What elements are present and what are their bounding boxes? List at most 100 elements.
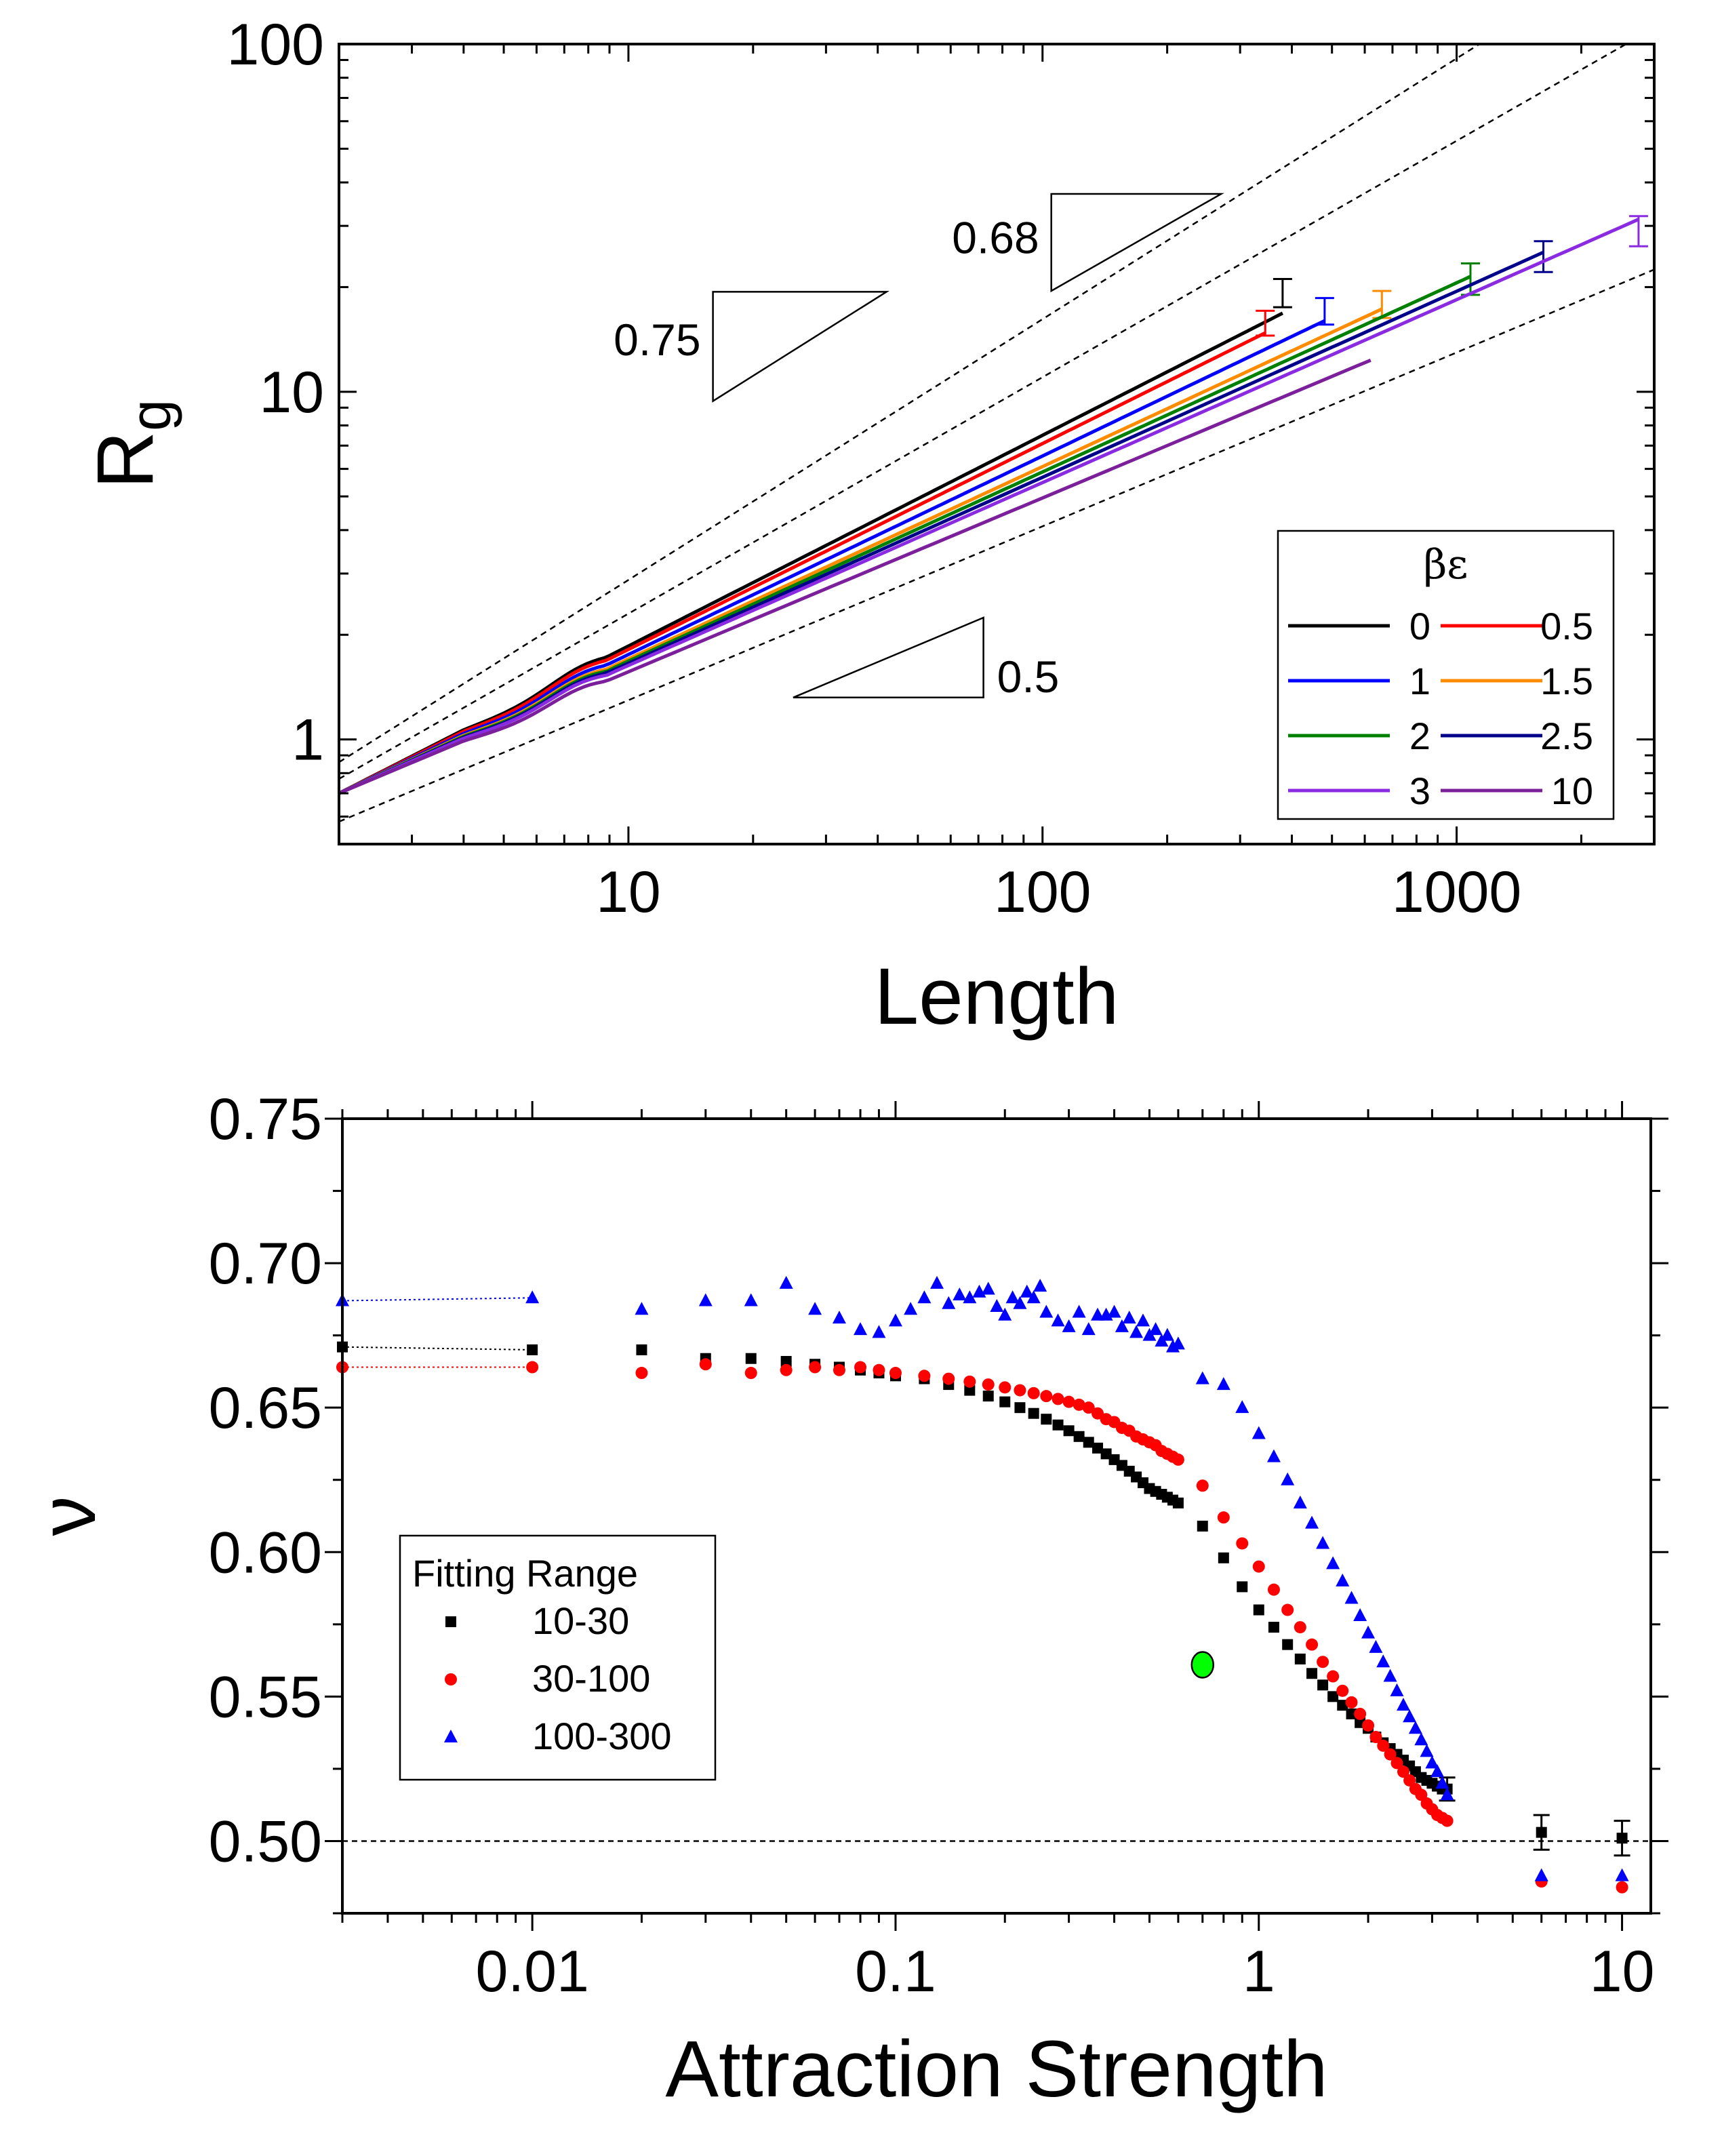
point-30-100-23 bbox=[1092, 1407, 1104, 1420]
point-10-30-22 bbox=[1083, 1437, 1094, 1448]
point-30-100-7 bbox=[833, 1363, 845, 1376]
point-100-300-12 bbox=[917, 1290, 932, 1304]
point-30-100-40 bbox=[1267, 1583, 1280, 1596]
point-30-100-12 bbox=[942, 1372, 955, 1385]
point-30-100-6 bbox=[809, 1361, 822, 1374]
point-100-300-11 bbox=[904, 1302, 918, 1315]
point-10-30-5 bbox=[780, 1355, 792, 1367]
point-30-100-51 bbox=[1377, 1739, 1390, 1752]
point-100-300-61 bbox=[1390, 1683, 1404, 1696]
point-30-100-54 bbox=[1397, 1765, 1409, 1778]
point-100-300-71 bbox=[1534, 1868, 1548, 1881]
point-100-300-48 bbox=[1266, 1449, 1281, 1462]
slope-triangle-2 bbox=[793, 616, 984, 699]
y-axis-title: Rg bbox=[81, 399, 182, 489]
point-100-300-19 bbox=[990, 1299, 1004, 1313]
point-30-100-16 bbox=[1014, 1384, 1026, 1397]
point-30-100-3 bbox=[699, 1358, 712, 1371]
point-100-300-16 bbox=[963, 1290, 977, 1304]
point-100-300-63 bbox=[1403, 1709, 1417, 1723]
point-10-30-40 bbox=[1268, 1622, 1279, 1633]
point-100-300-31 bbox=[1091, 1307, 1105, 1321]
point-30-100-14 bbox=[982, 1378, 995, 1391]
point-100-300-57 bbox=[1361, 1625, 1376, 1639]
point-10-30-39 bbox=[1253, 1604, 1264, 1616]
point-30-100-8 bbox=[854, 1361, 867, 1374]
point-100-300-58 bbox=[1369, 1639, 1383, 1653]
point-10-30-1 bbox=[527, 1344, 538, 1355]
point-10-30-44 bbox=[1317, 1679, 1329, 1691]
y-axis-title: ν bbox=[23, 1496, 113, 1536]
point-30-100-21 bbox=[1073, 1398, 1085, 1411]
point-100-300-45 bbox=[1216, 1377, 1230, 1391]
legend-label-5: 2.5 bbox=[1540, 715, 1593, 757]
x-tick-label: 100 bbox=[994, 860, 1092, 925]
point-10-30-36 bbox=[1197, 1520, 1208, 1532]
slope-triangle-0 bbox=[712, 291, 889, 403]
point-100-300-65 bbox=[1414, 1732, 1428, 1746]
point-30-100-15 bbox=[999, 1381, 1012, 1394]
legend-box bbox=[1277, 530, 1615, 820]
series-line-10 bbox=[339, 358, 1371, 795]
point-100-300-39 bbox=[1148, 1322, 1163, 1336]
point-100-300-6 bbox=[808, 1302, 822, 1315]
point-30-100-35 bbox=[1172, 1453, 1184, 1466]
point-100-300-70 bbox=[1440, 1787, 1454, 1801]
point-30-100-43 bbox=[1306, 1638, 1319, 1651]
point-10-30-13 bbox=[964, 1384, 976, 1396]
point-highlight-0 bbox=[1190, 1651, 1215, 1679]
point-100-300-21 bbox=[1005, 1290, 1020, 1304]
point-100-300-23 bbox=[1020, 1284, 1034, 1298]
point-100-300-15 bbox=[953, 1287, 967, 1300]
x-axis-title: Attraction Strength bbox=[665, 2024, 1327, 2114]
point-30-100-45 bbox=[1327, 1670, 1340, 1683]
point-30-100-19 bbox=[1052, 1393, 1064, 1405]
point-100-300-37 bbox=[1136, 1313, 1150, 1327]
legend-label-0: 0 bbox=[1409, 605, 1430, 647]
point-10-30-37 bbox=[1218, 1552, 1229, 1563]
point-100-300-52 bbox=[1316, 1536, 1330, 1549]
point-30-100-36 bbox=[1196, 1479, 1209, 1492]
slope-label-0: 0.75 bbox=[614, 315, 700, 365]
point-10-30-45 bbox=[1327, 1691, 1339, 1702]
y-tick-label: 10 bbox=[259, 360, 324, 425]
point-30-100-46 bbox=[1336, 1684, 1349, 1697]
point-100-300-67 bbox=[1425, 1755, 1439, 1769]
point-10-30-46 bbox=[1337, 1700, 1348, 1711]
point-100-300-28 bbox=[1062, 1319, 1076, 1332]
point-30-100-38 bbox=[1236, 1537, 1249, 1550]
extrapolation-line-2 bbox=[342, 1297, 533, 1302]
point-100-300-14 bbox=[942, 1296, 956, 1309]
y-tick-label: 0.60 bbox=[209, 1520, 322, 1585]
point-30-100-39 bbox=[1252, 1560, 1265, 1573]
y-axis-title-main: R bbox=[81, 431, 170, 489]
point-100-300-25 bbox=[1033, 1279, 1047, 1292]
point-100-300-41 bbox=[1160, 1327, 1174, 1341]
point-30-100-10 bbox=[889, 1367, 902, 1380]
point-100-300-13 bbox=[930, 1275, 944, 1289]
point-10-30-43 bbox=[1306, 1668, 1318, 1679]
point-100-300-49 bbox=[1281, 1472, 1295, 1485]
y-axis-title-sub: g bbox=[119, 399, 182, 431]
series-line-1 bbox=[339, 319, 1325, 795]
point-30-100-62 bbox=[1441, 1814, 1454, 1827]
point-10-30-19 bbox=[1052, 1419, 1064, 1431]
legend-label-0: 10-30 bbox=[532, 1599, 629, 1642]
point-100-300-64 bbox=[1408, 1721, 1422, 1734]
point-30-100-13 bbox=[963, 1375, 976, 1388]
series-line-0_5 bbox=[339, 331, 1266, 795]
point-100-300-60 bbox=[1383, 1669, 1397, 1682]
point-100-300-62 bbox=[1396, 1698, 1410, 1711]
x-tick-label: 10 bbox=[596, 860, 661, 925]
legend-label-6: 3 bbox=[1409, 770, 1430, 812]
point-100-300-4 bbox=[744, 1293, 758, 1306]
plot-frame bbox=[341, 1117, 1652, 1915]
rg-length-chart: 0.75 0.68 0.5 10 100 1000 1 10 100 Length Rg βε 0 0.5… bbox=[81, 12, 1656, 1041]
point-30-100-41 bbox=[1281, 1603, 1294, 1616]
point-30-100-42 bbox=[1294, 1621, 1306, 1634]
legend-label-7: 10 bbox=[1551, 770, 1593, 812]
plot-frame bbox=[338, 43, 1656, 845]
point-100-300-72 bbox=[1615, 1868, 1629, 1881]
x-tick-label: 0.1 bbox=[855, 1939, 936, 2004]
